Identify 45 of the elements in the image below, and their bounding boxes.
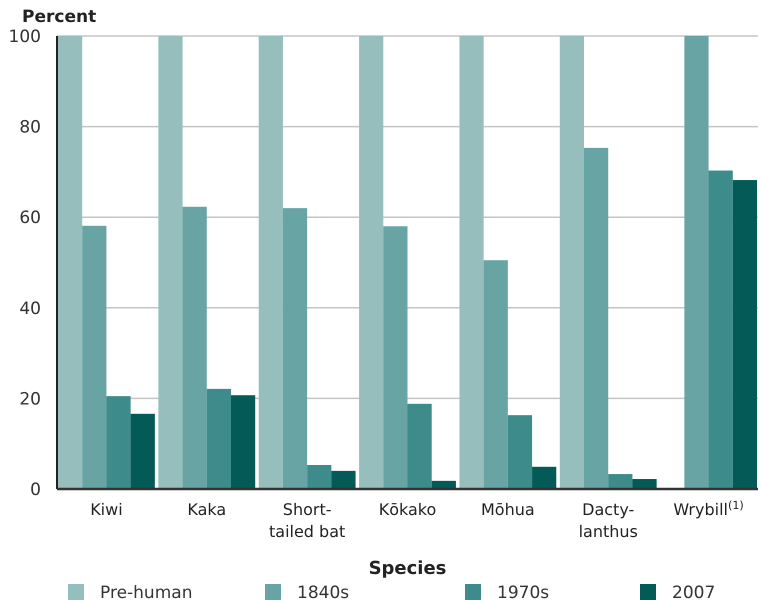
bar	[106, 396, 131, 489]
bar	[359, 36, 384, 489]
bar	[82, 226, 106, 489]
bar	[258, 36, 283, 489]
y-axis-title: Percent	[22, 7, 96, 27]
y-tick-label: 0	[30, 480, 41, 500]
x-tick-label: Kiwi	[90, 500, 123, 519]
legend-label: 2007	[672, 582, 716, 603]
y-tick-label: 80	[19, 118, 41, 138]
y-tick-label: 100	[8, 26, 41, 47]
bar	[484, 260, 508, 489]
legend-label: 1840s	[297, 582, 350, 603]
x-axis-title: Species	[368, 558, 446, 579]
legend-label: 1970s	[497, 582, 550, 603]
bar	[307, 464, 332, 489]
x-tick-label: Dacty- lanthus	[578, 500, 638, 541]
bar	[632, 479, 657, 489]
bar	[230, 395, 256, 489]
y-tick-label: 40	[19, 298, 41, 319]
bar	[708, 170, 733, 489]
bar	[282, 208, 308, 489]
bar	[383, 226, 408, 489]
y-tick-label: 60	[19, 208, 41, 228]
x-tick-label: Short- tailed bat	[268, 500, 346, 541]
bar	[560, 36, 584, 489]
bar	[408, 404, 432, 489]
bar	[732, 180, 757, 489]
bar	[182, 206, 207, 489]
bar	[158, 36, 183, 489]
bar	[532, 466, 556, 489]
x-tick-label: Kaka	[187, 500, 226, 519]
bar	[608, 474, 632, 489]
bar	[508, 415, 532, 489]
x-tick-label: Mōhua	[481, 500, 535, 519]
y-tick-label: 20	[19, 389, 41, 410]
bar	[58, 36, 82, 489]
bar	[459, 36, 484, 489]
x-tick-label: Wrybill$^{(1)}$	[673, 498, 744, 519]
x-tick-label: Kōkako	[378, 500, 436, 519]
bar	[130, 414, 155, 489]
legend-label: Pre-human	[100, 582, 192, 603]
bar	[206, 388, 231, 489]
bar	[331, 470, 356, 489]
bar	[684, 36, 709, 489]
bar	[584, 148, 608, 489]
